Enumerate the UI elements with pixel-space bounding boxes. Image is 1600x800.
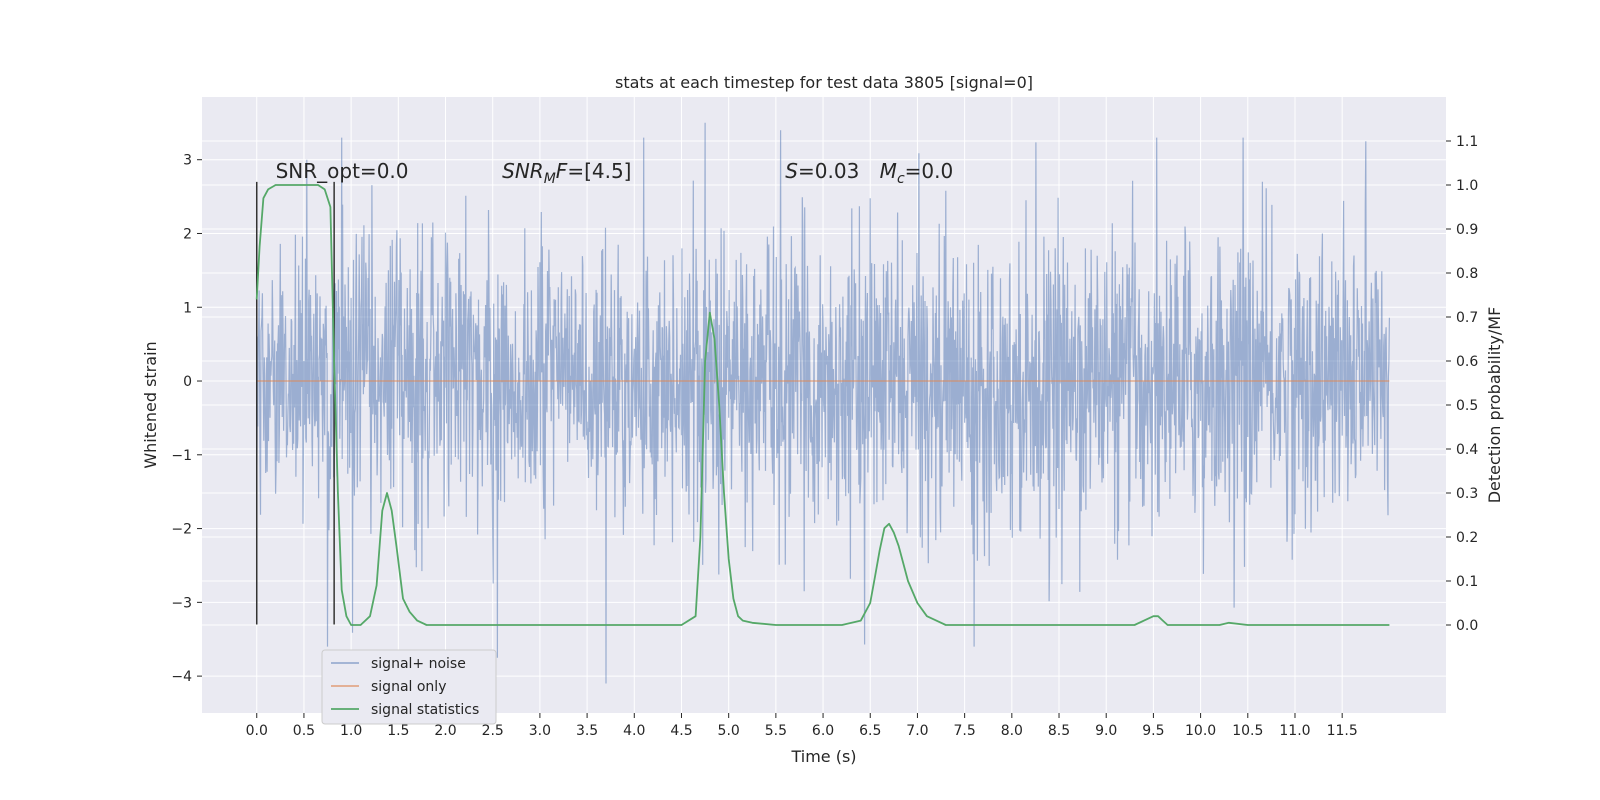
x-tick-label-2: 1.0 (340, 723, 362, 739)
x-tick-label-8: 4.0 (623, 723, 645, 739)
y-right-tick-label-10: 1.0 (1456, 178, 1478, 194)
y-right-tick-label-3: 0.3 (1456, 486, 1478, 502)
y-right-tick-label-8: 0.8 (1456, 266, 1478, 282)
y-right-tick-label-4: 0.4 (1456, 442, 1478, 458)
legend-label-signal-plus-noise: signal+ noise (371, 656, 466, 672)
x-tick-label-6: 3.0 (529, 723, 551, 739)
x-tick-label-7: 3.5 (576, 723, 598, 739)
x-tick-label-22: 11.0 (1279, 723, 1310, 739)
legend-box (321, 649, 497, 725)
series-signal-statistics (255, 184, 1390, 626)
y-left-axis-ticks: −4 −3 −2 −1 0 1 2 3 (171, 153, 202, 685)
y-right-tick-label-6: 0.6 (1456, 354, 1478, 370)
x-tick-label-9: 4.5 (670, 723, 692, 739)
y-right-tick-label-5: 0.5 (1456, 398, 1478, 414)
y-left-axis-label: Whitened strain (141, 341, 160, 468)
annotation-snr-opt: SNR_opt=0.0 (276, 159, 409, 183)
y-right-tick-label-1: 0.1 (1456, 574, 1478, 590)
x-tick-label-20: 10.0 (1185, 723, 1216, 739)
series-signal-plus-noise (256, 122, 1390, 684)
x-axis-ticks: 0.0 0.5 1.0 1.5 2.0 2.5 3.0 3.5 4.0 4.5 5.0 5.5 6.0 6… (246, 713, 1358, 739)
x-tick-label-19: 9.5 (1142, 723, 1164, 739)
x-tick-label-17: 8.5 (1048, 723, 1070, 739)
chart-title: stats at each timestep for test data 380… (615, 73, 1033, 92)
y-right-tick-label-11: 1.1 (1456, 134, 1478, 150)
x-tick-label-0: 0.0 (246, 723, 268, 739)
signal-plus-noise-line (256, 122, 1390, 684)
y-right-tick-label-7: 0.7 (1456, 310, 1478, 326)
vertical-markers (255, 181, 335, 625)
x-axis-label: Time (s) (790, 747, 856, 766)
annotation-s-stat: S=0.03 (785, 159, 859, 183)
y-left-tick-label-7: 3 (183, 153, 192, 169)
legend-label-signal-only: signal only (371, 679, 446, 695)
y-right-tick-label-9: 0.9 (1456, 222, 1478, 238)
x-tick-label-14: 7.0 (906, 723, 928, 739)
legend-label-signal-statistics: signal statistics (371, 702, 479, 718)
x-tick-label-15: 7.5 (954, 723, 976, 739)
y-left-tick-label-4: 0 (183, 374, 192, 390)
y-right-axis-ticks: 0.0 0.1 0.2 0.3 0.4 0.5 0.6 0.7 0.8 0.9 1.0 1.1 (1446, 134, 1478, 634)
signal-statistics-line (255, 184, 1390, 626)
legend: signal+ noise signal only signal statist… (321, 649, 497, 725)
x-tick-label-12: 6.0 (812, 723, 834, 739)
x-tick-label-23: 11.5 (1327, 723, 1358, 739)
x-tick-label-18: 9.0 (1095, 723, 1117, 739)
y-right-tick-label-2: 0.2 (1456, 530, 1478, 546)
y-left-tick-label-6: 2 (183, 226, 192, 242)
x-tick-label-11: 5.5 (765, 723, 787, 739)
x-tick-label-5: 2.5 (482, 723, 504, 739)
y-left-tick-label-5: 1 (183, 300, 192, 316)
y-left-tick-label-1: −3 (171, 595, 192, 611)
x-tick-label-1: 0.5 (293, 723, 315, 739)
x-tick-label-10: 5.0 (718, 723, 740, 739)
annotations: SNR_opt=0.0 SNRMF=[4.5] S=0.03 Mc=0.0 (276, 159, 954, 187)
x-tick-label-3: 1.5 (387, 723, 409, 739)
x-tick-label-13: 6.5 (859, 723, 881, 739)
annotation-snr-mf: SNRMF=[4.5] (502, 159, 631, 187)
y-right-axis-label: Detection probability/MF (1485, 307, 1504, 504)
y-right-tick-label-0: 0.0 (1456, 618, 1478, 634)
x-tick-label-16: 8.0 (1001, 723, 1023, 739)
y-left-tick-label-3: −1 (171, 448, 192, 464)
y-left-tick-label-0: −4 (171, 669, 192, 685)
annotation-mc: Mc=0.0 (880, 159, 954, 187)
x-tick-label-4: 2.0 (434, 723, 456, 739)
x-tick-label-21: 10.5 (1232, 723, 1263, 739)
y-left-tick-label-2: −2 (171, 522, 192, 538)
